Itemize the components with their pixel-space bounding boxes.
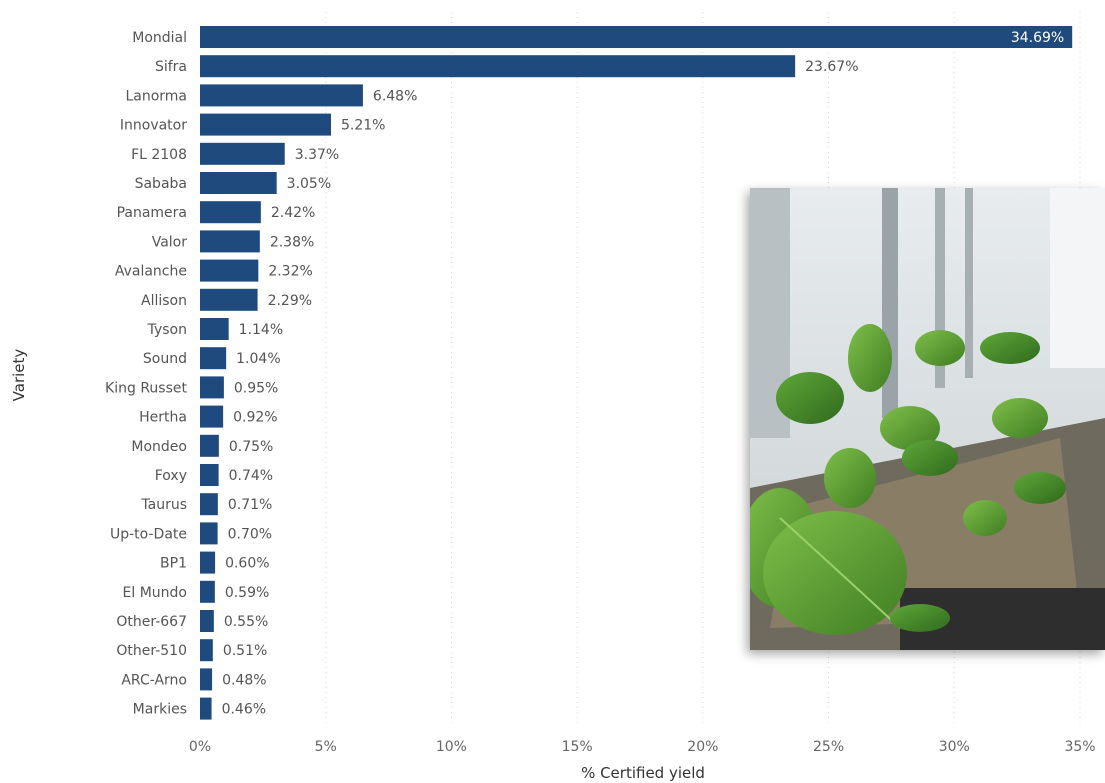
data-label: 6.48% xyxy=(373,88,417,104)
x-tick-label: 10% xyxy=(436,739,467,755)
category-label: King Russet xyxy=(105,380,187,396)
data-label: 2.42% xyxy=(271,205,315,221)
category-label: Allison xyxy=(141,293,187,309)
data-label: 2.29% xyxy=(268,293,312,309)
bar xyxy=(200,142,285,165)
data-label: 3.05% xyxy=(287,176,331,192)
data-label: 0.46% xyxy=(222,702,266,718)
bar xyxy=(200,551,216,574)
bar xyxy=(200,288,258,311)
data-label: 34.69% xyxy=(1011,30,1064,46)
category-label: ARC-Arno xyxy=(121,672,187,688)
category-label: Foxy xyxy=(155,468,187,484)
category-label: Innovator xyxy=(120,118,187,134)
bar xyxy=(200,697,212,720)
category-label: Panamera xyxy=(117,205,187,221)
bar xyxy=(200,230,260,253)
data-label: 23.67% xyxy=(805,59,858,75)
data-label: 2.32% xyxy=(268,264,312,280)
data-label: 5.21% xyxy=(341,118,385,134)
bar xyxy=(200,259,259,282)
bar xyxy=(200,464,219,486)
bar xyxy=(200,639,213,662)
x-tick-label: 15% xyxy=(562,739,593,755)
category-label: Sababa xyxy=(135,176,187,192)
x-tick-label: 20% xyxy=(687,739,718,755)
x-tick-label: 30% xyxy=(939,739,970,755)
x-axis-title: % Certified yield xyxy=(581,764,705,782)
data-label: 0.74% xyxy=(229,468,273,484)
y-axis-title: Variety xyxy=(10,349,28,402)
bar xyxy=(200,580,215,603)
data-label: 0.55% xyxy=(224,614,268,630)
bar xyxy=(200,347,227,370)
category-label: Other-667 xyxy=(116,614,187,630)
data-label: 0.48% xyxy=(222,672,266,688)
bar xyxy=(200,434,219,457)
x-tick-label: 0% xyxy=(189,739,211,755)
data-label: 0.75% xyxy=(229,439,273,455)
category-label: Sifra xyxy=(155,59,187,75)
category-label: Sound xyxy=(143,351,187,367)
bar xyxy=(200,376,224,399)
data-label: 0.70% xyxy=(228,526,272,542)
category-labels: Mondial Sifra Lanorma Innovator FL 2108 Sabab… xyxy=(105,30,187,718)
data-label: 3.37% xyxy=(295,147,339,163)
category-label: Taurus xyxy=(140,497,187,513)
bar xyxy=(200,522,218,545)
x-tick-label: 25% xyxy=(813,739,844,755)
data-label: 0.60% xyxy=(225,556,269,572)
x-tick-label: 5% xyxy=(315,739,337,755)
bar xyxy=(200,113,331,136)
data-label: 2.38% xyxy=(270,234,314,250)
category-label: Other-510 xyxy=(116,643,187,659)
bar xyxy=(200,405,224,428)
bar xyxy=(200,318,229,340)
data-label: 0.95% xyxy=(234,380,278,396)
data-label: 0.92% xyxy=(233,410,277,426)
bar xyxy=(200,610,214,632)
bar xyxy=(200,26,1073,48)
greenhouse-seedlings-photo xyxy=(750,188,1105,650)
data-label: 1.14% xyxy=(239,322,283,338)
data-label: 1.04% xyxy=(236,351,280,367)
category-label: Up-to-Date xyxy=(110,526,187,542)
category-label: FL 2108 xyxy=(131,147,187,163)
bar xyxy=(200,55,796,78)
x-tick-label: 35% xyxy=(1064,739,1095,755)
category-label: El Mundo xyxy=(123,585,187,601)
category-label: Hertha xyxy=(139,410,187,426)
value-labels: 34.69% 23.67% 6.48% 5.21%3.37% 3.05% 2.42% 2.3… xyxy=(222,30,1065,718)
x-tick-labels: 0% 5% 10% 15% 20% 25% 30% 35% xyxy=(189,739,1096,755)
bar xyxy=(200,84,363,107)
bar xyxy=(200,201,261,224)
bar xyxy=(200,668,213,691)
category-label: Tyson xyxy=(147,322,187,338)
category-label: Avalanche xyxy=(115,264,187,280)
category-label: BP1 xyxy=(160,556,187,572)
bars xyxy=(200,26,1073,720)
bar xyxy=(200,493,218,516)
category-label: Mondeo xyxy=(131,439,187,455)
data-label: 0.51% xyxy=(223,643,267,659)
bar xyxy=(200,172,277,194)
category-label: Valor xyxy=(152,234,188,250)
data-label: 0.71% xyxy=(228,497,272,513)
category-label: Markies xyxy=(133,702,187,718)
category-label: Lanorma xyxy=(125,88,187,104)
category-label: Mondial xyxy=(132,30,187,46)
data-label: 0.59% xyxy=(225,585,269,601)
